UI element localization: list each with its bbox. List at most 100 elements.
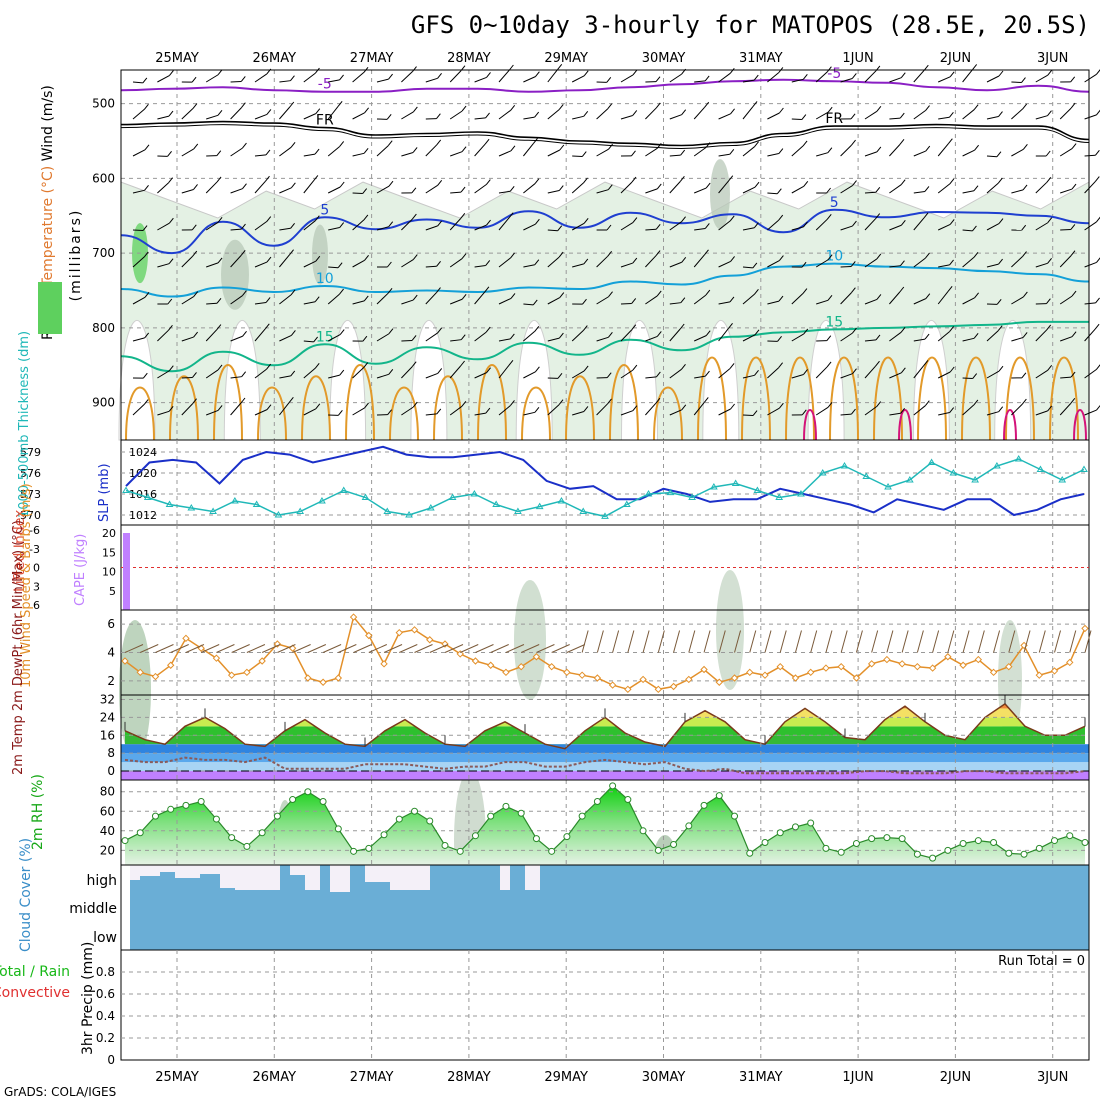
- wind10-barb: [977, 630, 985, 653]
- rh2m-tick-label: 40: [100, 824, 115, 838]
- cloud-cover-fill: [130, 865, 1089, 950]
- wind-barb: [767, 219, 780, 231]
- wind-barb-flag: [704, 223, 710, 229]
- wind10-marker: [669, 682, 678, 691]
- isotherm-20-loop: [785, 356, 815, 441]
- wind-barb-flag: [388, 368, 394, 375]
- wind-barb: [840, 292, 852, 305]
- thickness-marker: [688, 493, 696, 500]
- wind10-marker: [258, 657, 266, 665]
- date-label-top: 28MAY: [447, 51, 491, 66]
- wind-barb: [1011, 296, 1024, 305]
- wind-barb-flag: [315, 255, 321, 262]
- wind-barb: [1011, 148, 1024, 157]
- wind10-marker: [227, 671, 236, 679]
- wind-barb: [791, 374, 804, 379]
- wind-barb: [864, 339, 877, 342]
- wind-barb: [693, 254, 705, 268]
- date-label-bottom: 26MAY: [253, 1070, 297, 1085]
- wind-barb: [1084, 261, 1097, 268]
- cloud-clear-segment: [200, 865, 220, 874]
- wind-barb-flag: [412, 147, 418, 153]
- wind10-barb: [596, 630, 604, 653]
- cloud-clear-segment: [365, 865, 390, 882]
- wind-barb-flag: [925, 105, 930, 111]
- wind-barb-flag: [876, 253, 882, 260]
- wind-barb-flag: [508, 359, 514, 366]
- rh2m-marker: [715, 792, 723, 800]
- wind-barb: [132, 229, 144, 232]
- wind-barb-flag: [290, 75, 295, 82]
- wind-barb-flag: [729, 148, 735, 155]
- rh2m-marker: [1020, 850, 1028, 858]
- isotherm-label: 5: [320, 202, 329, 218]
- isotherm-20-loop: [169, 375, 199, 441]
- wind-barb: [840, 373, 853, 379]
- thickness-line: [125, 458, 1085, 518]
- wind-barb-flag: [656, 143, 662, 149]
- rh-blob: [514, 580, 546, 700]
- isotherm-label: 5: [830, 195, 839, 211]
- wind-barb-flag: [679, 323, 685, 330]
- wind-barb-flag: [631, 324, 637, 331]
- isotherm--5: [120, 78, 1090, 93]
- wind-barb-flag: [900, 260, 905, 267]
- wind10-marker: [898, 660, 906, 668]
- wind-barb: [815, 259, 829, 268]
- wind-barb-flag: [949, 219, 955, 225]
- wind-barb: [498, 69, 510, 83]
- wind-barb: [889, 77, 902, 83]
- wind-barb: [254, 261, 268, 268]
- wind-barb-flag: [583, 110, 589, 117]
- wind-barb: [913, 338, 926, 342]
- wind10-marker: [517, 662, 525, 671]
- wind-barb-flag: [606, 224, 612, 231]
- wind-barb: [523, 371, 536, 379]
- thickness-marker: [470, 490, 479, 497]
- li-tick-label: -3: [29, 543, 40, 556]
- wind-barb: [132, 296, 146, 305]
- thickness-marker: [666, 488, 675, 496]
- wind-barb: [401, 218, 413, 231]
- wind-barb-flag: [509, 185, 515, 192]
- date-label-top: 2JUN: [940, 51, 971, 66]
- wind-barb: [840, 332, 853, 342]
- wind-barb-flag: [485, 112, 490, 119]
- wind10-marker: [365, 631, 373, 640]
- wind-barb-flag: [509, 333, 515, 340]
- wind-barb-flag: [436, 287, 441, 293]
- wind10-marker: [913, 662, 922, 671]
- wind-barb: [1084, 328, 1096, 342]
- wind-barb-flag: [607, 184, 613, 191]
- wind10-barb: [338, 644, 357, 653]
- wind-barb: [254, 368, 267, 379]
- wind10-marker: [928, 664, 937, 672]
- isotherm-line: [120, 262, 1090, 298]
- ylabel-millibars: (millibars): [68, 209, 84, 302]
- wind10-marker: [487, 661, 495, 669]
- wind-barb-flag: [192, 398, 197, 405]
- wind-barb-flag: [900, 179, 906, 186]
- date-label-bottom: 27MAY: [350, 1070, 394, 1085]
- wind10-barb: [1038, 630, 1046, 653]
- ylabel-cape: CAPE (J/kg): [73, 534, 88, 606]
- wind-barb-flag: [509, 64, 514, 71]
- wind10-barb: [993, 630, 1001, 653]
- grads-footer: GrADS: COLA/IGES: [4, 1085, 116, 1099]
- wind-barb: [840, 144, 852, 157]
- ylabel-precip: 3hr Precip (mm): [80, 942, 96, 1055]
- wind-barb-flag: [510, 145, 516, 152]
- rh2m-marker: [807, 819, 815, 827]
- wind10-marker: [776, 662, 784, 671]
- wind10-marker: [593, 674, 602, 682]
- wind-barb: [1011, 108, 1024, 120]
- wind-barb: [718, 72, 731, 83]
- wind-barb-flag: [289, 249, 294, 255]
- wind-barb: [376, 373, 389, 379]
- rh2m-marker: [883, 834, 891, 842]
- wind-barb-flag: [339, 329, 345, 335]
- cape-tick-label: 5: [109, 585, 116, 598]
- isotherm-5: [120, 208, 1090, 255]
- wind-barb-flag: [217, 364, 223, 371]
- wind-barb-flag: [583, 406, 589, 412]
